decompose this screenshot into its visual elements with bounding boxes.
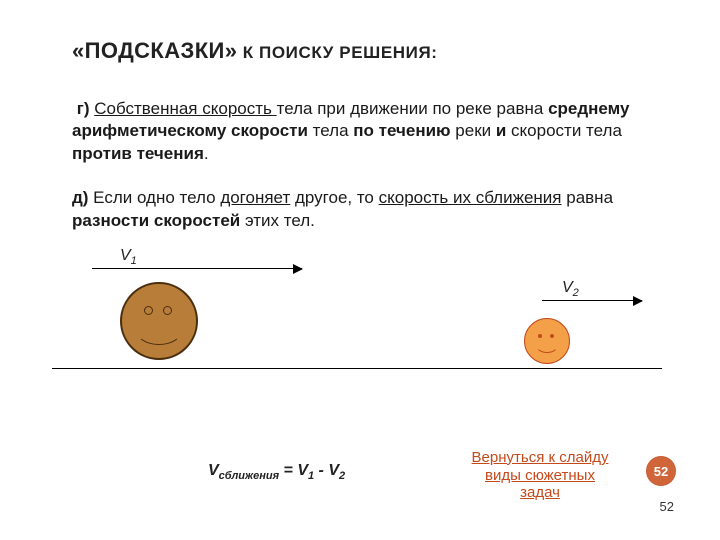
p1-t4: скорости тела — [506, 121, 622, 140]
p1-lead: г) — [77, 99, 90, 118]
paragraph-g: г) Собственная скорость тела при движени… — [72, 98, 632, 165]
motion-diagram: V 1 V2 — [72, 252, 632, 372]
mouth-icon — [535, 335, 560, 353]
paragraph-d: д) Если одно тело догоняет другое, то ск… — [72, 187, 632, 232]
p1-b2: по течению — [353, 121, 450, 140]
p1-b4: против течения — [72, 144, 204, 163]
slide-title: «ПОДСКАЗКИ» К ПОИСКУ РЕШЕНИЯ: — [72, 38, 660, 64]
f-eq: = V — [279, 462, 308, 479]
f-v: V — [208, 462, 219, 479]
v1-sym: V — [120, 247, 131, 264]
f-sub: сближения — [219, 470, 279, 482]
v1-sub: 1 — [131, 255, 137, 267]
title-tail: К ПОИСКУ РЕШЕНИЯ: — [237, 43, 437, 62]
back-link[interactable]: Вернуться к слайду виды сюжетных задач — [450, 449, 630, 502]
face-small-icon — [524, 318, 570, 364]
ground-line — [52, 368, 662, 369]
p2-t2: другое, то — [290, 188, 378, 207]
mouth-icon — [135, 312, 182, 345]
p2-u2: скорость их сближения — [379, 188, 562, 207]
link-line3: задач — [520, 484, 560, 501]
formula: Vсближения = V1 - V2 — [208, 462, 345, 482]
p2-t1: Если одно тело — [88, 188, 220, 207]
p1-t3: реки — [451, 121, 496, 140]
label-v1: V1 — [120, 247, 137, 267]
label-v2: V2 — [562, 279, 579, 299]
p1-t5: . — [204, 144, 209, 163]
p2-lead: д) — [72, 188, 88, 207]
page-number: 52 — [660, 499, 674, 514]
arrow-v2 — [542, 300, 642, 301]
v2-sym: V — [562, 279, 573, 296]
p2-t4: этих тел. — [240, 211, 315, 230]
p2-t3: равна — [562, 188, 614, 207]
page-badge: 52 — [646, 456, 676, 486]
p1-t1: тела при движении по реке равна — [277, 99, 548, 118]
face-large-icon — [120, 282, 198, 360]
title-main: «ПОДСКАЗКИ» — [72, 38, 237, 63]
link-line1: Вернуться к слайду — [472, 449, 609, 466]
p1-t2: тела — [308, 121, 353, 140]
p2-u1: догоняет — [220, 188, 290, 207]
p1-b3: и — [496, 121, 506, 140]
p1-u1: Собственная скорость — [94, 99, 276, 118]
v2-sub: 2 — [573, 287, 579, 299]
link-line2: виды сюжетных — [485, 467, 595, 484]
body-text: г) Собственная скорость тела при движени… — [72, 98, 632, 232]
arrow-v1 — [92, 268, 302, 269]
p2-b1: разности скоростей — [72, 211, 240, 230]
f-min: - V — [314, 462, 339, 479]
f-s2: 2 — [339, 470, 345, 482]
